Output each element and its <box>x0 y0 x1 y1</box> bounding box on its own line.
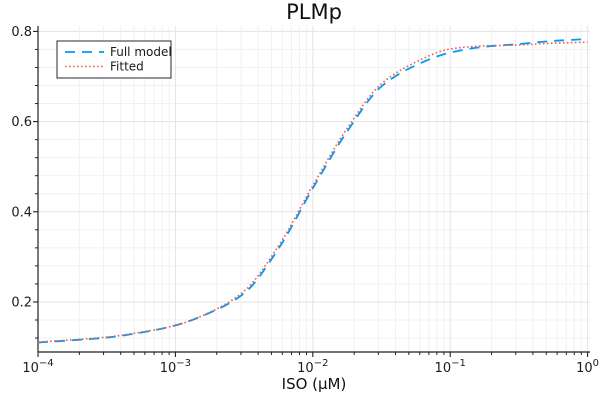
y-tick-label: 0.8 <box>11 25 32 40</box>
x-tick-label: 10−1 <box>435 358 466 376</box>
chart-title: PLMp <box>286 0 342 24</box>
series-line-full-model <box>37 38 588 344</box>
x-tick-label: 10−4 <box>22 358 53 376</box>
legend-label: Fitted <box>110 60 144 74</box>
y-tick-label: 0.2 <box>11 295 32 310</box>
x-axis-label: ISO (μM) <box>281 375 347 393</box>
x-tick-label: 100 <box>576 358 599 376</box>
y-tick-label: 0.6 <box>11 115 32 130</box>
legend-box <box>56 40 172 79</box>
x-tick-label: 10−3 <box>160 358 191 376</box>
y-tick-label: 0.4 <box>11 205 32 220</box>
x-tick-label: 10−2 <box>297 358 328 376</box>
legend-label: Full model <box>110 45 172 59</box>
